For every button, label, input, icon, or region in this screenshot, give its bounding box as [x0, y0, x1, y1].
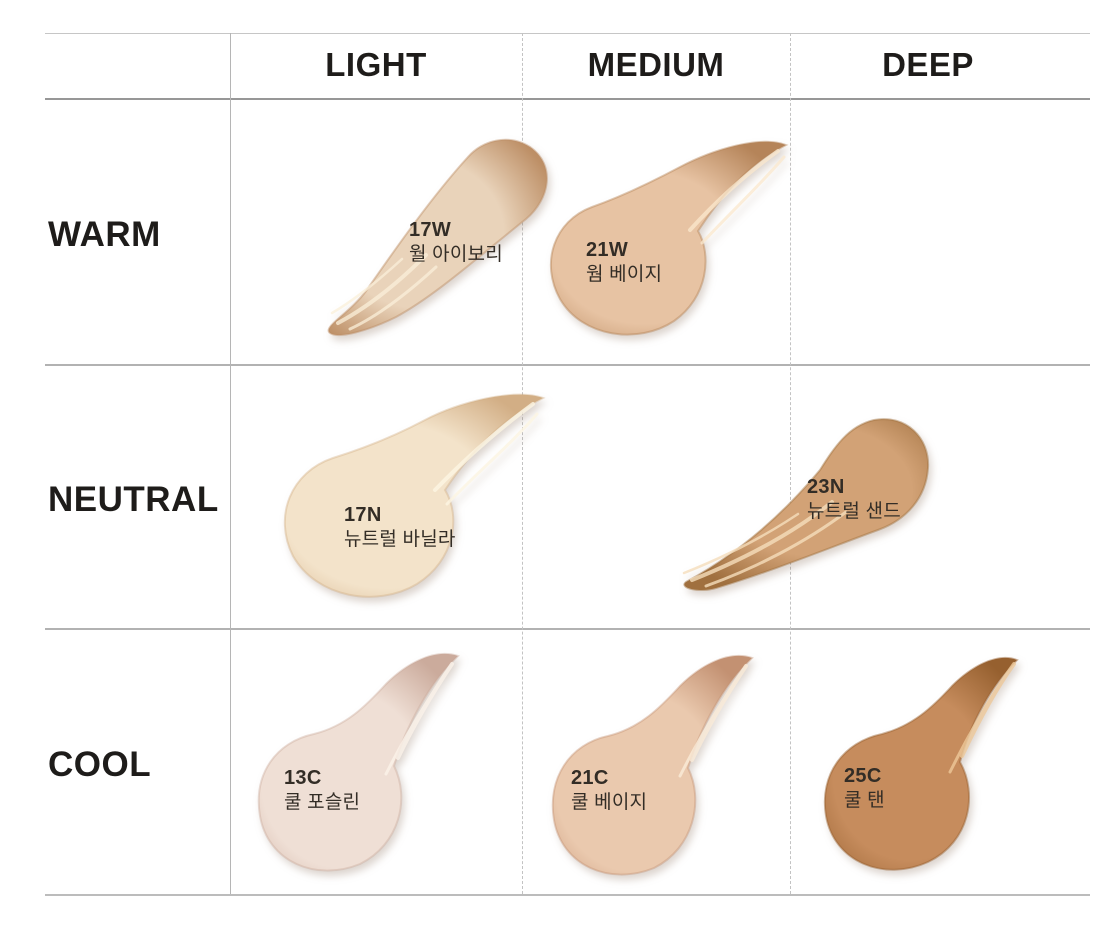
row-label-cool: COOL [48, 745, 152, 784]
shade-name: 뉴트럴 바닐라 [344, 529, 456, 550]
table-top-border [45, 33, 1090, 34]
swatch-21w [540, 135, 795, 345]
swatch-17w [318, 135, 563, 340]
swatch-label-17n: 17N 뉴트럴 바닐라 [344, 503, 456, 552]
shade-name: 쿨 포슬린 [284, 792, 361, 813]
column-header-light: LIGHT [325, 46, 427, 83]
table-bottom-border [45, 894, 1090, 896]
column-header-medium: MEDIUM [587, 46, 725, 83]
shade-name: 쿨 탠 [844, 790, 885, 811]
header-divider [45, 98, 1090, 100]
column-header-deep: DEEP [882, 46, 974, 83]
swatch-25c [812, 648, 1052, 878]
swatch-label-21w: 21W 웜 베이지 [586, 238, 662, 287]
shade-code: 25C [844, 765, 882, 787]
swatch-label-13c: 13C 쿨 포슬린 [284, 766, 360, 815]
row-divider-warm-neutral [45, 364, 1090, 366]
shade-name: 월 아이보리 [409, 244, 503, 265]
label-column-divider [230, 33, 231, 894]
swatch-label-25c: 25C 쿨 탠 [844, 764, 885, 813]
shade-code: 23N [807, 476, 845, 498]
row-divider-neutral-cool [45, 628, 1090, 630]
shade-name: 뉴트럴 샌드 [807, 501, 901, 522]
swatch-23n [672, 408, 940, 598]
column-divider-light-medium [522, 33, 523, 894]
shade-name: 웜 베이지 [586, 264, 663, 285]
shade-code: 17W [409, 219, 452, 241]
row-label-neutral: NEUTRAL [48, 480, 219, 519]
swatch-label-23n: 23N 뉴트럴 샌드 [807, 475, 901, 524]
swatch-21c [540, 648, 795, 888]
column-divider-medium-deep [790, 33, 791, 894]
swatch-label-17w: 17W 월 아이보리 [409, 218, 503, 267]
shade-code: 17N [344, 504, 382, 526]
shade-name: 쿨 베이지 [571, 792, 648, 813]
swatch-label-21c: 21C 쿨 베이지 [571, 766, 647, 815]
swatch-17n [275, 390, 550, 605]
shade-code: 21C [571, 767, 609, 789]
row-label-warm: WARM [48, 215, 161, 254]
swatch-13c [248, 648, 503, 883]
shade-code: 21W [586, 239, 629, 261]
shade-code: 13C [284, 767, 322, 789]
